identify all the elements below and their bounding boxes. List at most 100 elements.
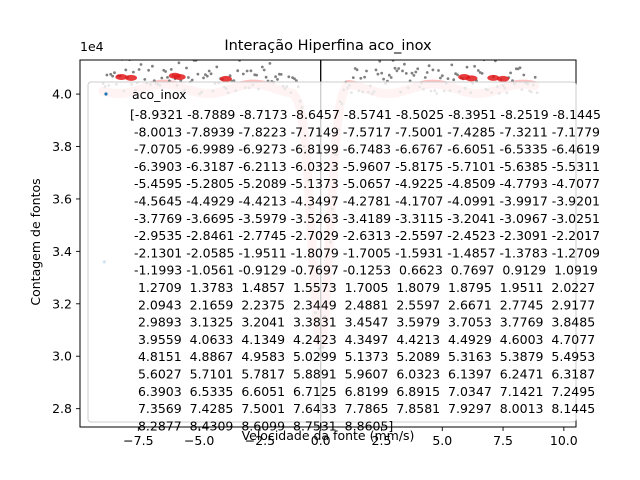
y-tick-label: 3.8	[52, 139, 72, 154]
legend: aco_inox [-8.9321 -8.7889 -8.7173 -8.6457…	[87, 81, 601, 433]
raw-count-point	[160, 76, 164, 80]
y-tick-label: 2.8	[52, 401, 72, 416]
x-axis: −7.5 −5.0 −2.5 0.0 2.5 5.0 7.5 10.0	[123, 427, 578, 448]
raw-count-point	[264, 75, 268, 79]
raw-count-point	[236, 69, 240, 73]
raw-count-point	[395, 69, 399, 73]
legend-line: 5.6027 5.7101 5.7817 5.8891 5.9607 6.032…	[130, 367, 595, 382]
raw-count-point	[274, 75, 277, 79]
raw-count-point	[374, 68, 378, 72]
x-tick-label: −7.5	[123, 433, 153, 448]
legend-line: [-8.9321 -8.7889 -8.7173 -8.6457 -8.5741…	[130, 107, 601, 122]
legend-line: 2.9893 3.1325 3.2041 3.3831 3.4547 3.597…	[130, 315, 595, 330]
raw-count-point	[143, 78, 147, 81]
y-axis-label: Contagem de fontos	[28, 178, 43, 305]
raw-count-point	[137, 68, 141, 71]
y-tick-label: 4.0	[52, 87, 72, 102]
raw-count-point	[152, 79, 156, 82]
raw-count-point	[427, 64, 431, 68]
raw-count-point	[249, 69, 253, 73]
legend-line: 3.9559 4.0633 4.1349 4.2423 4.3497 4.421…	[130, 332, 595, 347]
raw-count-point	[232, 79, 236, 83]
raw-count-point	[113, 71, 116, 75]
raw-count-point	[351, 76, 355, 79]
y-offset-text: 1e4	[80, 39, 104, 54]
raw-count-point	[446, 77, 450, 80]
legend-line: -1.1993 -1.0561 -0.9129 -0.7697 -0.1253 …	[130, 263, 598, 278]
raw-count-point	[456, 73, 459, 77]
fit-highlight	[173, 74, 186, 81]
y-tick-label: 3.2	[52, 296, 72, 311]
legend-line: 7.3569 7.4285 7.5001 7.6433 7.7865 7.858…	[130, 401, 595, 416]
raw-count-point	[268, 62, 272, 65]
raw-count-point	[412, 74, 416, 77]
fit-highlight	[465, 75, 478, 82]
raw-count-point	[365, 69, 368, 73]
y-tick-label: 3.4	[52, 244, 72, 259]
raw-count-point	[403, 62, 406, 66]
legend-line: 4.8151 4.8867 4.9583 5.0299 5.1373 5.208…	[130, 349, 595, 364]
raw-count-point	[228, 74, 232, 78]
raw-count-point	[452, 78, 456, 82]
raw-count-point	[287, 75, 291, 79]
raw-count-point	[105, 73, 109, 77]
fit-highlight	[497, 75, 510, 82]
raw-count-point	[293, 77, 296, 81]
fit-highlight	[115, 74, 128, 81]
raw-count-point	[465, 65, 469, 69]
raw-count-point	[401, 69, 404, 73]
legend-line: 6.3903 6.5335 6.6051 6.7125 6.8199 6.891…	[130, 384, 595, 399]
raw-count-point	[260, 65, 264, 69]
raw-count-point	[355, 68, 359, 72]
fit-highlight	[219, 75, 232, 82]
y-tick-label: 3.6	[52, 191, 72, 206]
raw-count-point	[378, 60, 382, 63]
raw-count-point	[124, 68, 128, 72]
raw-count-point	[164, 70, 168, 73]
raw-count-point	[376, 72, 380, 76]
raw-count-point	[450, 63, 454, 67]
raw-count-point	[109, 72, 113, 76]
x-axis-label: Velocidade da fonte (mm/s)	[242, 428, 415, 443]
raw-count-point	[416, 67, 420, 71]
raw-count-point	[439, 76, 442, 80]
legend-line: -8.0013 -7.8939 -7.8223 -7.7149 -7.5717 …	[130, 124, 600, 139]
legend-marker	[104, 92, 108, 96]
raw-count-point	[380, 71, 384, 75]
chart-title: Interação Hiperfina aco_inox	[224, 38, 432, 54]
raw-count-point	[166, 76, 169, 79]
x-tick-label: 0.0	[311, 433, 331, 448]
raw-count-point	[533, 75, 537, 79]
raw-count-point	[404, 72, 408, 75]
x-tick-label: 7.5	[493, 433, 513, 448]
raw-count-point	[205, 74, 209, 78]
fit-highlight	[125, 74, 138, 81]
raw-count-point	[132, 70, 135, 74]
raw-count-point	[425, 71, 429, 74]
raw-count-point	[185, 66, 188, 70]
raw-count-point	[209, 72, 213, 76]
raw-count-point	[169, 68, 173, 71]
raw-count-point	[139, 63, 143, 66]
y-axis: 2.8 3.0 3.2 3.4 3.6 3.8 4.0	[52, 87, 80, 416]
raw-count-point	[393, 66, 397, 70]
raw-count-point	[522, 73, 526, 77]
raw-count-point	[423, 76, 427, 79]
raw-count-point	[359, 76, 363, 80]
raw-count-point	[363, 75, 366, 79]
legend-line: -5.4595 -5.2805 -5.2089 -5.1373 -5.0657 …	[130, 176, 600, 191]
legend-line: 8.2877 8.4309 8.6099 8.7531 8.8605]	[130, 418, 393, 433]
raw-count-point	[397, 67, 401, 70]
raw-count-point	[382, 77, 385, 81]
x-tick-label: 5.0	[432, 433, 452, 448]
legend-line: -4.5645 -4.4929 -4.4213 -4.3497 -4.2781 …	[130, 194, 600, 209]
raw-count-point	[245, 69, 249, 73]
raw-count-point	[295, 79, 298, 82]
x-tick-label: −5.0	[184, 433, 214, 448]
legend-line: -3.7769 -3.6695 -3.5979 -3.5263 -3.4189 …	[130, 211, 600, 226]
raw-count-point	[389, 76, 393, 79]
x-tick-label: 10.0	[550, 433, 578, 448]
legend-box	[87, 81, 577, 423]
raw-count-point	[215, 65, 219, 69]
